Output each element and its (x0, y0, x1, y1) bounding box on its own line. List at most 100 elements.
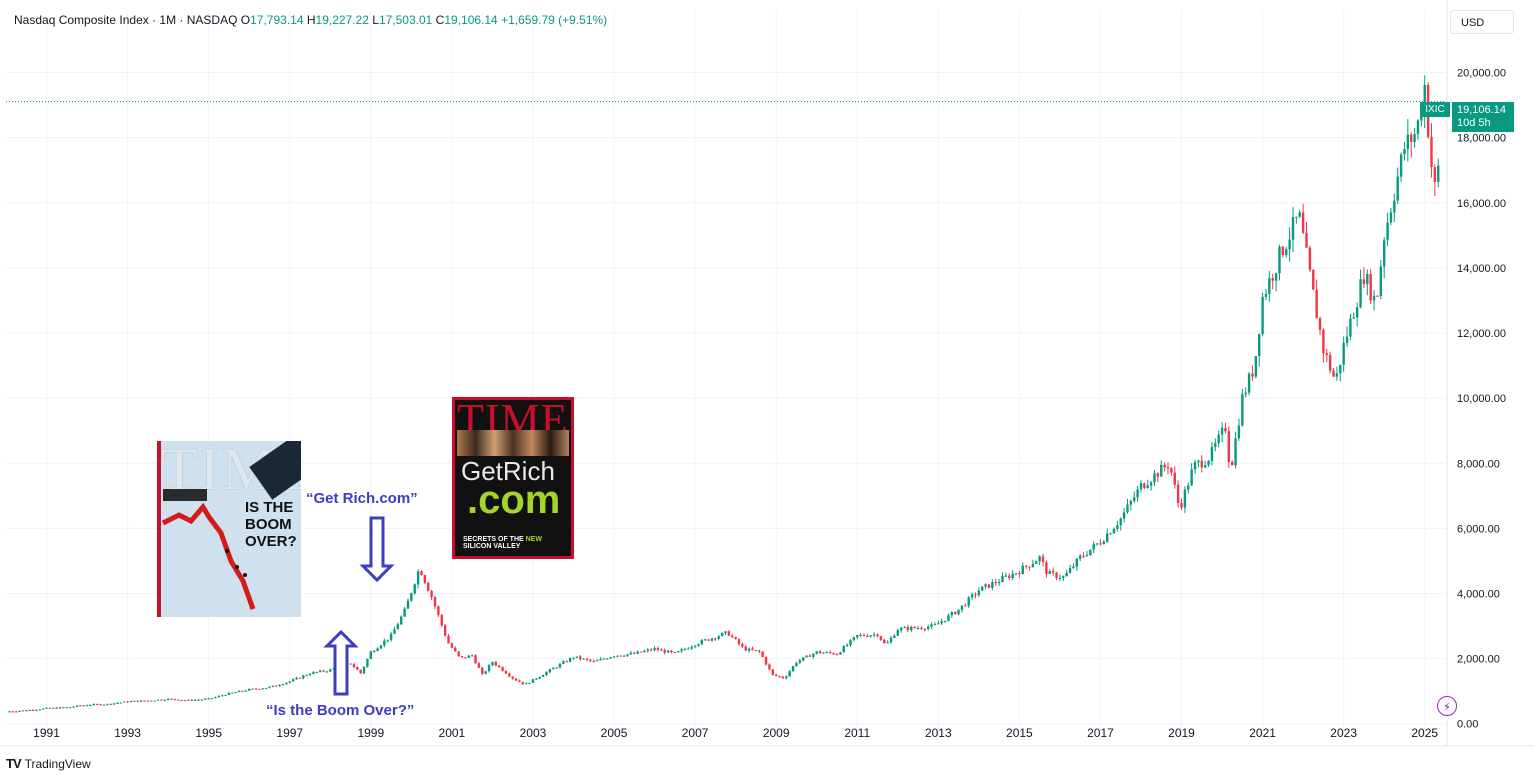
high-label: H (306, 13, 316, 27)
candle-body (1146, 485, 1149, 488)
currency-button[interactable]: USD (1450, 10, 1514, 34)
candle-body (352, 664, 356, 668)
candle-body (1305, 232, 1308, 248)
candle-body (1139, 483, 1143, 490)
candle-body (356, 667, 359, 670)
candle-body (808, 655, 812, 657)
candle-body (278, 684, 281, 686)
candle-body (227, 692, 231, 695)
candle-body (413, 584, 416, 594)
candle-body (62, 707, 65, 709)
candle-body (764, 656, 768, 665)
candle-body (930, 624, 933, 627)
candle-body (612, 656, 616, 658)
candle-body (541, 675, 545, 678)
candle-body (1021, 565, 1024, 575)
candle-body (119, 702, 123, 704)
candle-body (1166, 467, 1170, 469)
candle-body (271, 685, 275, 687)
candle-body (683, 648, 687, 650)
candle-body (592, 660, 595, 662)
candle-body (362, 666, 366, 674)
open-value: 17,793.14 (250, 13, 304, 27)
candle-body (1126, 504, 1129, 513)
candle-body (190, 699, 193, 701)
candle-body (1382, 240, 1386, 267)
candle-body (1062, 576, 1065, 578)
candle-body (984, 584, 987, 587)
tv-logo-text: TradingView (24, 756, 91, 771)
candle-body (430, 590, 433, 598)
candle-body (403, 608, 406, 617)
candle-body (585, 658, 589, 660)
x-tick-label: 2019 (1168, 726, 1195, 740)
candle-body (572, 657, 575, 659)
candle-body (170, 698, 173, 700)
candle-body (622, 655, 626, 657)
candle-body (1237, 425, 1241, 439)
lightning-icon[interactable]: ⚡ (1437, 696, 1457, 716)
candle-body (481, 667, 484, 674)
candle-body (1285, 249, 1288, 256)
candle-body (1085, 555, 1089, 557)
candle-body (788, 671, 791, 677)
candle-body (1423, 84, 1426, 115)
cover2-headline-2: .com (467, 478, 561, 522)
candle-body (38, 709, 41, 711)
candle-body (758, 650, 761, 652)
candle-body (79, 705, 82, 707)
candle-body (288, 681, 291, 683)
candle-body (1362, 279, 1366, 285)
candle-body (822, 652, 825, 654)
x-tick-label: 2021 (1249, 726, 1276, 740)
candle-body (396, 624, 400, 630)
candle-body (629, 652, 633, 655)
candle-body (943, 620, 947, 622)
candle-body (869, 635, 872, 637)
candle-body (1055, 572, 1058, 579)
low-value: 17,503.01 (378, 13, 433, 27)
candle-body (1271, 278, 1274, 281)
candle-body (1038, 556, 1041, 562)
candle-body (318, 670, 322, 672)
candle-body (886, 642, 889, 644)
candle-body (906, 627, 910, 631)
cover1-crash-graphic (161, 489, 256, 610)
candle-body (1078, 555, 1082, 559)
candle-body (714, 638, 717, 640)
cover2-faces (457, 430, 569, 456)
high-value: 19,227.22 (315, 13, 369, 27)
candle-body (639, 651, 643, 653)
candle-body (774, 674, 778, 676)
arrow-down-icon (359, 516, 395, 583)
y-tick-label: 20,000.00 (1457, 68, 1506, 80)
symbol-name: Nasdaq Composite Index · 1M · NASDAQ (14, 13, 238, 27)
candle-body (1335, 373, 1339, 377)
candle-body (193, 699, 197, 701)
candle-body (139, 700, 143, 702)
cover-red-border (157, 441, 161, 617)
candle-body (950, 612, 954, 616)
candle-body (1355, 307, 1359, 318)
candle-body (1352, 317, 1355, 319)
candle-body (1207, 460, 1210, 466)
tradingview-logo[interactable]: TV TradingView (6, 756, 91, 771)
candle-body (1153, 473, 1156, 483)
y-tick-label: 16,000.00 (1457, 198, 1506, 210)
candle-body (538, 677, 541, 679)
candle-body (1045, 562, 1048, 574)
candle-body (112, 703, 116, 705)
candle-body (1386, 222, 1389, 241)
candle-body (579, 656, 582, 660)
candle-body (531, 679, 535, 683)
candle-body (660, 649, 663, 651)
candle-body (643, 650, 646, 653)
candle-body (737, 639, 741, 645)
candle-body (129, 701, 133, 703)
candle-body (82, 705, 85, 707)
candle-body (960, 605, 964, 610)
candle-body (545, 672, 548, 676)
candle-body (981, 586, 984, 591)
candle-body (1058, 577, 1062, 579)
